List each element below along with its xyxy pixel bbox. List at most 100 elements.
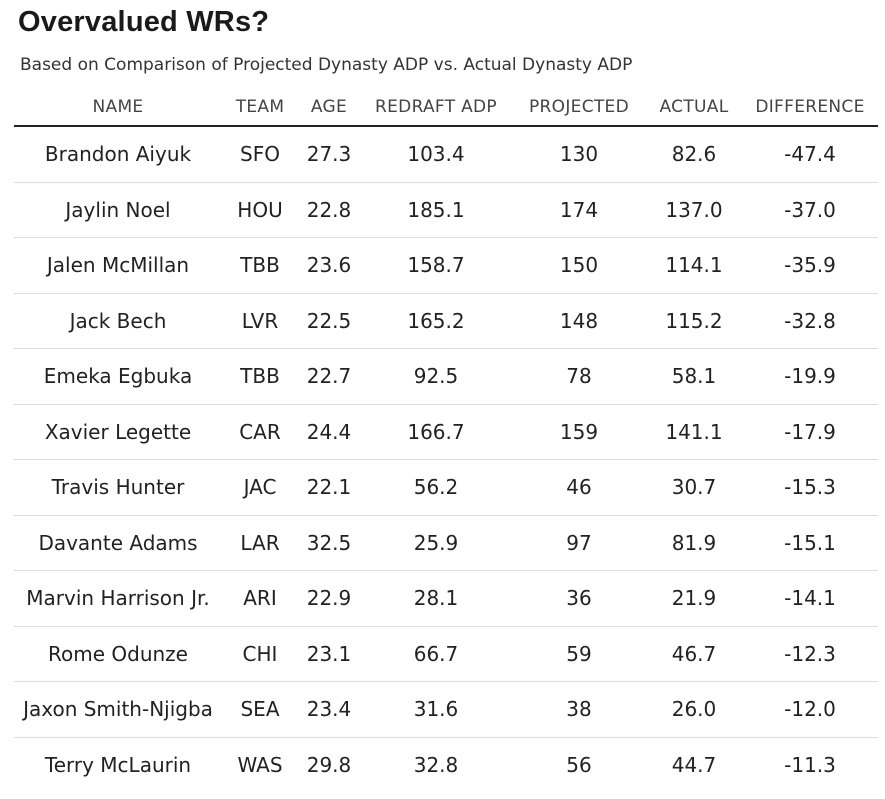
cell-name: Jalen McMillan <box>14 237 222 294</box>
cell-name: Davante Adams <box>14 515 222 571</box>
table-row: Brandon Aiyuk SFO 27.3 103.4 130 82.6 -47.4 <box>14 126 878 183</box>
table-row: Terry McLaurin WAS 29.8 32.8 56 44.7 -11.3 <box>14 737 878 792</box>
cell-actual: 46.7 <box>646 626 742 682</box>
cell-redraft-adp: 25.9 <box>360 515 512 571</box>
cell-projected: 38 <box>512 681 646 738</box>
cell-team: LVR <box>222 293 298 349</box>
cell-actual: 137.0 <box>646 182 742 238</box>
cell-team: CHI <box>222 626 298 682</box>
cell-difference: -14.1 <box>742 570 878 627</box>
cell-projected: 97 <box>512 515 646 571</box>
cell-projected: 159 <box>512 404 646 460</box>
header-redraft-adp: REDRAFT ADP <box>360 88 512 127</box>
header-difference: DIFFERENCE <box>742 88 878 127</box>
cell-age: 29.8 <box>306 752 352 777</box>
cell-actual: 21.9 <box>646 570 742 627</box>
cell-team: ARI <box>222 570 298 627</box>
header-team: TEAM <box>222 88 298 127</box>
cell-difference: -35.9 <box>742 237 878 294</box>
table-body: Brandon Aiyuk SFO 27.3 103.4 130 82.6 -47.4 Jay… <box>14 126 878 792</box>
cell-projected: 56 <box>566 752 592 777</box>
cell-redraft-adp: 166.7 <box>360 404 512 460</box>
cell-projected: 59 <box>512 626 646 682</box>
cell-difference: -32.8 <box>742 293 878 349</box>
cell-actual: 115.2 <box>646 293 742 349</box>
cell-actual: 44.7 <box>671 752 717 777</box>
cell-team: JAC <box>222 459 298 516</box>
cell-name: Emeka Egbuka <box>14 348 222 405</box>
cell-redraft-adp: 32.8 <box>413 752 459 777</box>
cell-redraft-adp: 103.4 <box>360 126 512 183</box>
cell-difference: -12.0 <box>742 681 878 738</box>
cell-age: 24.4 <box>298 404 360 460</box>
table-row: Travis Hunter JAC 22.1 56.2 46 30.7 -15.3 <box>14 459 878 516</box>
table-row: Emeka Egbuka TBB 22.7 92.5 78 58.1 -19.9 <box>14 348 878 405</box>
cell-redraft-adp: 56.2 <box>360 459 512 516</box>
cell-name: Jaxon Smith-Njigba <box>14 681 222 738</box>
cell-age: 32.5 <box>298 515 360 571</box>
cell-age: 22.1 <box>298 459 360 516</box>
cell-name: Terry McLaurin <box>44 752 192 777</box>
cell-actual: 141.1 <box>646 404 742 460</box>
cell-projected: 46 <box>512 459 646 516</box>
cell-difference: -15.3 <box>742 459 878 516</box>
cell-age: 22.5 <box>298 293 360 349</box>
cell-projected: 150 <box>512 237 646 294</box>
cell-team: SEA <box>222 681 298 738</box>
cell-team: TBB <box>222 348 298 405</box>
header-name: NAME <box>14 88 222 127</box>
cell-age: 22.8 <box>298 182 360 238</box>
table-row: Jack Bech LVR 22.5 165.2 148 115.2 -32.8 <box>14 293 878 349</box>
cell-name: Marvin Harrison Jr. <box>14 570 222 627</box>
page-subtitle: Based on Comparison of Projected Dynasty… <box>20 55 633 75</box>
page-title: Overvalued WRs? <box>18 6 270 38</box>
cell-name: Jaylin Noel <box>14 182 222 238</box>
cell-name: Jack Bech <box>14 293 222 349</box>
cell-actual: 58.1 <box>646 348 742 405</box>
cell-projected: 36 <box>512 570 646 627</box>
table-row: Marvin Harrison Jr. ARI 22.9 28.1 36 21.9 -14.… <box>14 570 878 627</box>
table-row: Jalen McMillan TBB 23.6 158.7 150 114.1 -35.9 <box>14 237 878 294</box>
cell-actual: 82.6 <box>646 126 742 183</box>
cell-redraft-adp: 158.7 <box>360 237 512 294</box>
cell-redraft-adp: 31.6 <box>360 681 512 738</box>
cell-name: Rome Odunze <box>14 626 222 682</box>
cell-difference: -47.4 <box>742 126 878 183</box>
cell-age: 23.4 <box>298 681 360 738</box>
cell-redraft-adp: 185.1 <box>360 182 512 238</box>
cell-team: CAR <box>222 404 298 460</box>
cell-redraft-adp: 165.2 <box>360 293 512 349</box>
table-header: NAME TEAM AGE REDRAFT ADP PROJECTED ACTU… <box>14 88 878 127</box>
cell-name: Xavier Legette <box>14 404 222 460</box>
cell-team: TBB <box>222 237 298 294</box>
cell-team: HOU <box>222 182 298 238</box>
cell-team: WAS <box>237 752 283 777</box>
cell-projected: 130 <box>512 126 646 183</box>
cell-redraft-adp: 66.7 <box>360 626 512 682</box>
cell-name: Travis Hunter <box>14 459 222 516</box>
cell-team: LAR <box>222 515 298 571</box>
header-actual: ACTUAL <box>646 88 742 127</box>
cell-team: SFO <box>222 126 298 183</box>
cell-age: 23.6 <box>298 237 360 294</box>
cell-actual: 81.9 <box>646 515 742 571</box>
cell-difference: -12.3 <box>742 626 878 682</box>
cell-redraft-adp: 28.1 <box>360 570 512 627</box>
cell-projected: 148 <box>512 293 646 349</box>
cell-projected: 174 <box>512 182 646 238</box>
cell-difference: -37.0 <box>742 182 878 238</box>
header-row: NAME TEAM AGE REDRAFT ADP PROJECTED ACTU… <box>14 88 878 127</box>
cell-difference: -11.3 <box>784 752 836 777</box>
table-row: Davante Adams LAR 32.5 25.9 97 81.9 -15.1 <box>14 515 878 571</box>
cell-age: 22.7 <box>298 348 360 405</box>
header-projected: PROJECTED <box>512 88 646 127</box>
cell-age: 23.1 <box>298 626 360 682</box>
table-row: Rome Odunze CHI 23.1 66.7 59 46.7 -12.3 <box>14 626 878 682</box>
cell-age: 27.3 <box>298 126 360 183</box>
cell-difference: -15.1 <box>742 515 878 571</box>
table-row: Xavier Legette CAR 24.4 166.7 159 141.1 -17.9 <box>14 404 878 460</box>
table-row: Jaylin Noel HOU 22.8 185.1 174 137.0 -37.0 <box>14 182 878 238</box>
cell-difference: -19.9 <box>742 348 878 405</box>
header-age: AGE <box>298 88 360 127</box>
cell-redraft-adp: 92.5 <box>360 348 512 405</box>
